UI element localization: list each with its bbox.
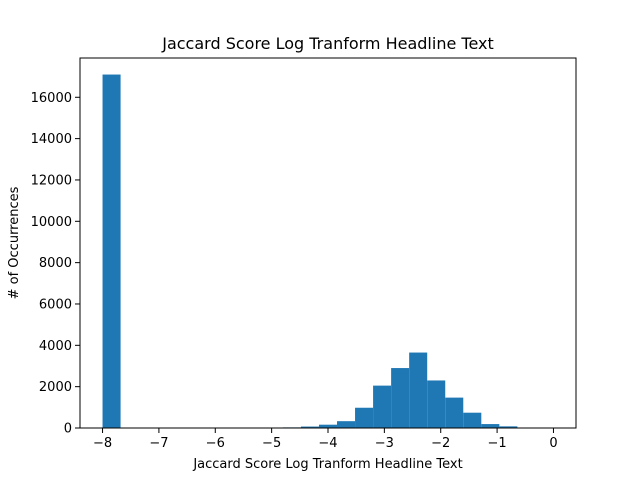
x-tick-label: −5 <box>262 436 281 451</box>
x-axis-label: Jaccard Score Log Tranform Headline Text <box>192 457 462 472</box>
y-tick-label: 0 <box>64 422 72 437</box>
x-tick-label: 0 <box>549 436 557 451</box>
x-tick-label: −2 <box>431 436 450 451</box>
y-axis-label: # of Occurrences <box>7 186 22 299</box>
y-tick-label: 16000 <box>31 91 72 106</box>
y-tick-label: 6000 <box>39 297 72 312</box>
histogram-bar <box>318 424 338 428</box>
bars-group <box>102 74 554 428</box>
histogram-bar <box>499 426 518 428</box>
histogram-bar <box>391 368 410 428</box>
chart-title: Jaccard Score Log Tranform Headline Text <box>161 34 494 53</box>
histogram-bar <box>373 385 392 428</box>
x-tick-label: −7 <box>149 436 168 451</box>
plot-frame <box>79 57 577 429</box>
x-ticks-group: −8 −7 −6 −5 −4 −3 −2 −1 0 <box>93 428 558 451</box>
histogram-bar <box>355 407 374 428</box>
y-tick-label: 8000 <box>39 256 72 271</box>
y-tick-label: 14000 <box>31 132 72 147</box>
histogram-bar <box>102 74 121 428</box>
histogram-bar <box>337 421 356 428</box>
histogram-bar <box>409 352 428 428</box>
histogram-bar <box>300 426 319 428</box>
y-tick-label: 2000 <box>39 380 72 395</box>
x-tick-label: −1 <box>488 436 507 451</box>
y-ticks-group: 0 2000 4000 6000 8000 10000 12000 14000 16000 <box>31 91 80 437</box>
histogram-bar <box>445 397 464 428</box>
y-tick-label: 12000 <box>31 173 72 188</box>
histogram-bar <box>463 412 482 428</box>
histogram-bar <box>427 380 446 428</box>
y-tick-label: 10000 <box>31 215 72 230</box>
x-tick-label: −6 <box>206 436 225 451</box>
histogram-bar <box>481 424 500 428</box>
y-tick-label: 4000 <box>39 339 72 354</box>
x-tick-label: −4 <box>318 436 337 451</box>
x-tick-label: −3 <box>375 436 394 451</box>
x-tick-label: −8 <box>93 436 112 451</box>
